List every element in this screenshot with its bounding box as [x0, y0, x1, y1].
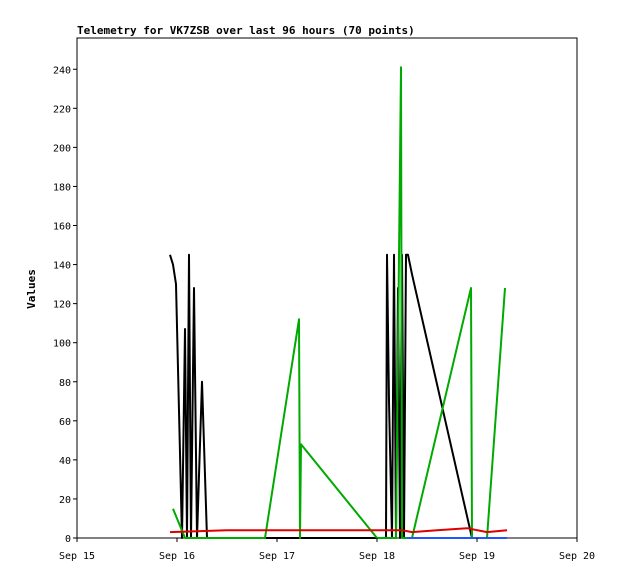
y-tick-label: 140 [53, 261, 71, 272]
y-axis: 0 20 40 60 80 100 120 140 160 180 200 220 240 [53, 65, 77, 545]
x-tick-label: Sep 19 [459, 551, 495, 562]
x-tick-label: Sep 18 [359, 551, 395, 562]
series-line-2 [169, 527, 508, 534]
series-layer [169, 66, 508, 539]
y-tick-label: 0 [65, 534, 71, 545]
y-tick-label: 120 [53, 300, 71, 311]
y-tick-label: 100 [53, 339, 71, 350]
y-tick-label: 240 [53, 65, 71, 76]
y-tick-label: 60 [59, 417, 71, 428]
y-axis-label: Values [25, 269, 38, 309]
x-tick-label: Sep 16 [159, 551, 195, 562]
x-axis: Sep 15 Sep 16 Sep 17 Sep 18 Sep 19 Sep 20 [59, 538, 595, 562]
y-tick-label: 160 [53, 222, 71, 233]
chart-title: Telemetry for VK7ZSB over last 96 hours … [77, 24, 415, 37]
y-tick-label: 220 [53, 104, 71, 115]
y-tick-label: 80 [59, 378, 71, 389]
series-line-0 [169, 253, 507, 539]
x-tick-label: Sep 15 [59, 551, 95, 562]
y-tick-label: 40 [59, 456, 71, 467]
plot-frame [76, 37, 578, 539]
y-tick-label: 180 [53, 182, 71, 193]
x-tick-label: Sep 17 [259, 551, 295, 562]
y-tick-label: 20 [59, 495, 71, 506]
x-tick-label: Sep 20 [559, 551, 595, 562]
y-tick-label: 200 [53, 143, 71, 154]
